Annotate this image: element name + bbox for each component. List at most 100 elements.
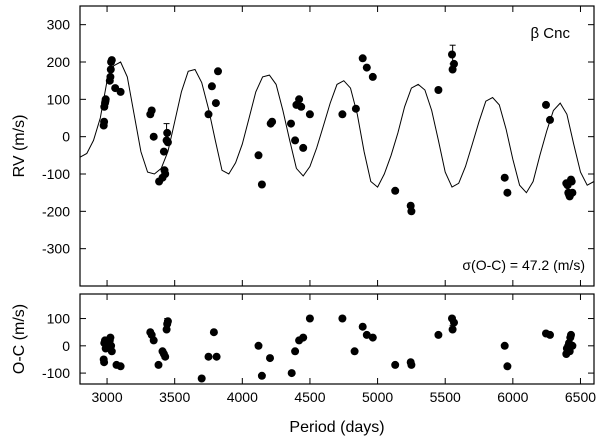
rv-data-point — [291, 136, 300, 145]
rv-data-point — [287, 119, 295, 128]
residual-point — [100, 358, 109, 367]
rv-data-point — [338, 110, 347, 119]
x-tick-label: 3500 — [159, 389, 190, 405]
rv-data-point — [204, 110, 213, 119]
rv-data-point — [500, 173, 509, 182]
residuals-panel: -100 0 100 3000 3500 4000 4500 5000 5500 6000 650… — [11, 293, 596, 436]
rv-data-point — [163, 138, 172, 147]
rv-axis-title: RV (m/s) — [11, 115, 28, 178]
rv-data-point — [297, 102, 306, 111]
residual-point — [299, 333, 308, 342]
rv-data-point — [568, 188, 577, 197]
rv-data-point — [159, 147, 168, 156]
oc-y-tick-label: 100 — [47, 311, 71, 327]
residual-point — [209, 328, 218, 337]
rv-data-point — [358, 54, 367, 63]
rv-data-point — [116, 87, 125, 96]
residual-point — [254, 341, 263, 350]
rv-y-tick-label: -200 — [42, 203, 70, 219]
residual-point — [163, 317, 172, 326]
rv-data-point — [214, 67, 222, 76]
rv-data-point — [391, 186, 400, 195]
residual-point — [434, 330, 443, 339]
residual-point — [116, 362, 125, 371]
x-tick-label: 5500 — [430, 389, 461, 405]
rv-data-point — [107, 56, 116, 65]
rv-data-point — [351, 104, 360, 113]
x-tick-label: 4500 — [294, 389, 325, 405]
rv-data-point — [147, 106, 156, 115]
residual-point — [291, 347, 300, 356]
residual-point — [500, 341, 509, 350]
rv-plot-frame — [79, 5, 595, 287]
rv-data-point — [254, 151, 263, 160]
rv-data-point — [207, 82, 216, 91]
rv-panel: -300 -200 -100 0 100 200 300 β Cnc σ(O-C) = 47… — [11, 5, 595, 287]
rv-data-point — [149, 132, 158, 141]
rv-data-point — [268, 117, 277, 126]
residual-point — [568, 341, 577, 350]
residual-point — [407, 360, 416, 369]
oc-y-tick-label: 0 — [62, 338, 70, 354]
sigma-annotation: σ(O-C) = 47.2 (m/s) — [462, 257, 585, 273]
x-axis-title: Period (days) — [289, 419, 384, 436]
rv-data-point — [567, 177, 576, 186]
residual-point — [107, 347, 116, 356]
residual-point — [450, 318, 458, 327]
residual-point — [212, 352, 221, 361]
x-tick-label: 3000 — [91, 389, 122, 405]
rv-y-tick-label: 200 — [47, 54, 71, 70]
residual-point — [448, 325, 457, 334]
residual-point — [368, 333, 377, 342]
residual-point — [161, 352, 170, 361]
residual-point — [197, 374, 206, 383]
rv-data-point — [295, 95, 304, 104]
rv-data-point — [257, 180, 266, 189]
rv-data-point — [368, 72, 377, 81]
rv-data-point — [546, 115, 554, 124]
residual-point — [154, 360, 163, 369]
rv-data-point — [211, 99, 220, 108]
residual-point — [149, 336, 158, 345]
rv-data-point — [106, 65, 115, 74]
residual-point — [567, 330, 575, 339]
x-tick-label: 4000 — [227, 389, 258, 405]
residual-point — [350, 347, 359, 356]
residual-point — [546, 330, 554, 339]
rv-data-point — [407, 207, 416, 216]
residual-point — [204, 352, 213, 361]
rv-data-point — [161, 170, 170, 178]
rv-y-tick-label: 0 — [62, 129, 70, 145]
rv-data-point — [542, 100, 550, 109]
residual-point — [338, 314, 347, 323]
x-tick-label: 6000 — [497, 389, 528, 405]
x-tick-label: 5000 — [362, 389, 393, 405]
residual-point — [391, 360, 400, 369]
oc-y-tick-label: -100 — [42, 365, 70, 381]
residual-point — [503, 362, 512, 371]
residual-point — [358, 322, 367, 331]
star-label: β Cnc — [531, 25, 571, 42]
rv-data-point — [163, 128, 172, 137]
rv-data-point — [100, 117, 109, 126]
rv-y-tick-label: -300 — [42, 241, 70, 257]
rv-data-point — [434, 86, 443, 94]
orbital-fit-curve — [79, 61, 595, 194]
x-tick-label: 6500 — [565, 389, 596, 405]
residual-point — [266, 354, 274, 363]
rv-data-point — [106, 72, 115, 81]
residual-point — [305, 314, 314, 323]
residual-point — [362, 330, 371, 339]
residuals-plot-frame — [79, 293, 595, 385]
residual-point — [106, 333, 115, 342]
rv-data-point — [448, 50, 456, 59]
rv-y-tick-label: -100 — [42, 166, 70, 182]
rv-y-tick-label: 300 — [47, 17, 71, 33]
oc-axis-title: O-C (m/s) — [11, 304, 28, 374]
residual-point — [257, 371, 266, 380]
rv-data-point — [101, 95, 110, 104]
rv-data-point — [299, 143, 308, 152]
rv-data-point — [362, 63, 371, 72]
